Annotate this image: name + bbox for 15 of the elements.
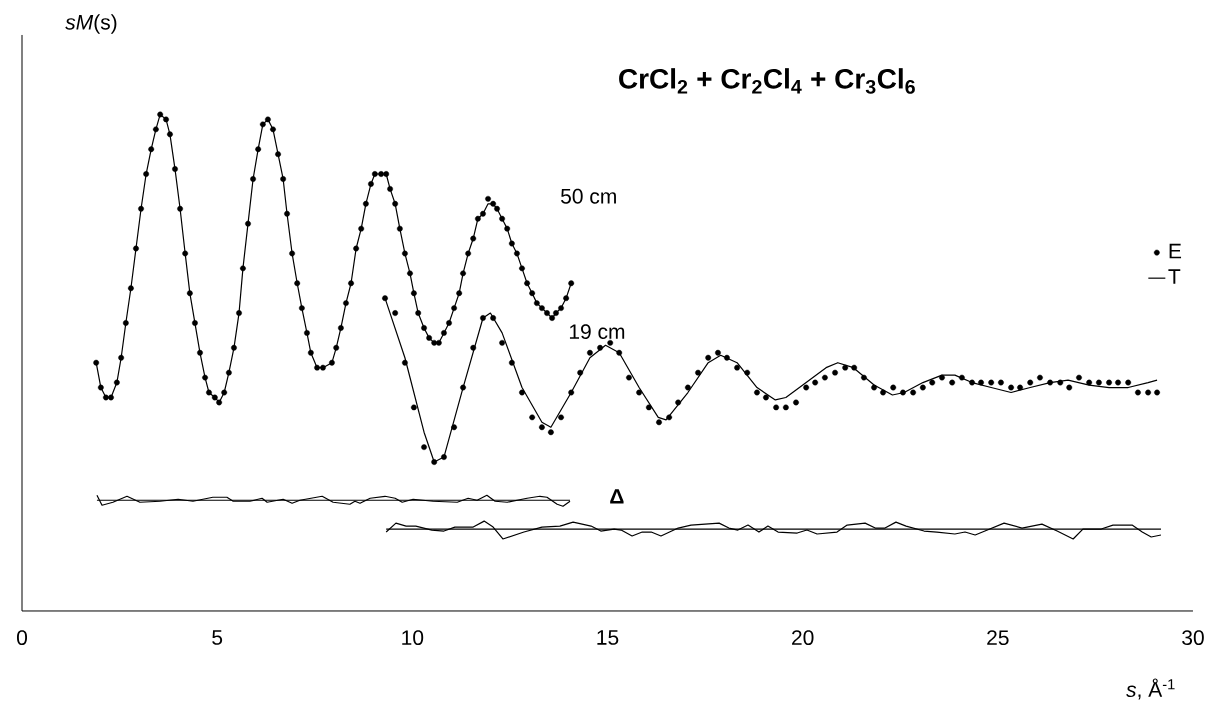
- y-axis-title: sM(s): [65, 14, 117, 34]
- chart-title: CrCl$_{2}$ + Cr$_{2}$Cl$_{4}$ + Cr$_{3}$Cl$_{6}$: [619, 68, 915, 94]
- annotation: Δ: [610, 489, 624, 504]
- annotation: 50 cm: [561, 188, 616, 204]
- x-tick-label: 5: [212, 630, 223, 645]
- x-axis-title: s, Å$^{-1}$: [1126, 678, 1175, 700]
- x-tick-label: 30: [1182, 630, 1204, 646]
- x-tick-label: 15: [597, 630, 619, 645]
- x-tick-label: 20: [792, 630, 814, 646]
- x-tick-label: 10: [402, 630, 424, 646]
- x-tick-label: 0: [17, 630, 28, 646]
- annotation: 19 cm: [569, 324, 625, 340]
- legend-label: T: [1168, 269, 1181, 284]
- legend-label: E: [1169, 243, 1182, 259]
- x-tick-label: 25: [987, 630, 1009, 646]
